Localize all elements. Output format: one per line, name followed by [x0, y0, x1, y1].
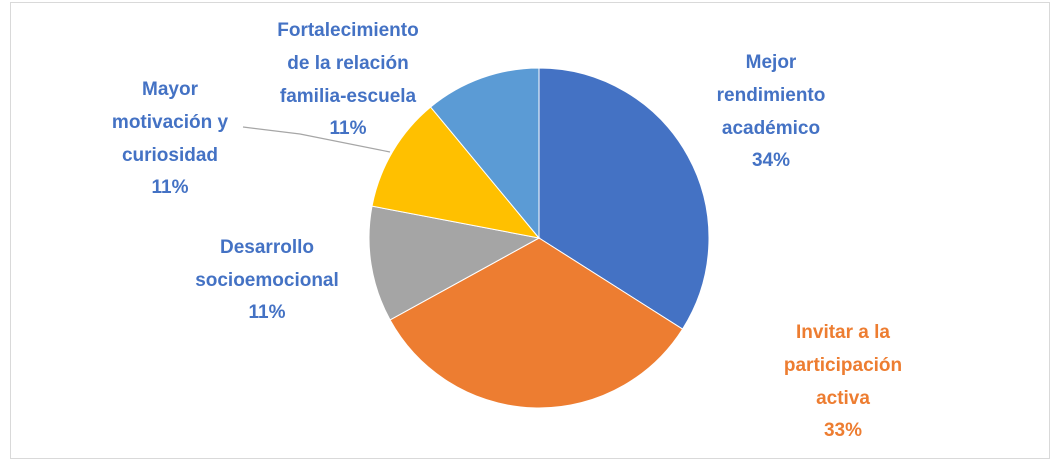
slice-value-label: 33%	[824, 420, 862, 441]
pie-slice	[538, 67, 710, 330]
slice-label: Invitar a la participación activa	[784, 322, 902, 409]
slices	[368, 67, 710, 409]
slice-label: Fortalecimiento de la relación familia-esc…	[277, 20, 418, 107]
leader-line	[242, 126, 391, 153]
slice-value-label: 11%	[330, 118, 367, 139]
slice-value-label: 34%	[752, 150, 790, 171]
pie-slice	[368, 205, 541, 321]
slice-value-label: 11%	[152, 177, 189, 198]
pie-slice	[371, 106, 541, 239]
slice-label: Desarrollo socioemocional	[195, 237, 339, 291]
pie-slice	[389, 237, 684, 409]
slice-label: Mejor rendimiento académico	[717, 52, 826, 139]
slice-value-label: 11%	[249, 302, 286, 323]
pie-slice	[429, 67, 540, 240]
slice-label: Mayor motivación y curiosidad	[112, 79, 229, 166]
